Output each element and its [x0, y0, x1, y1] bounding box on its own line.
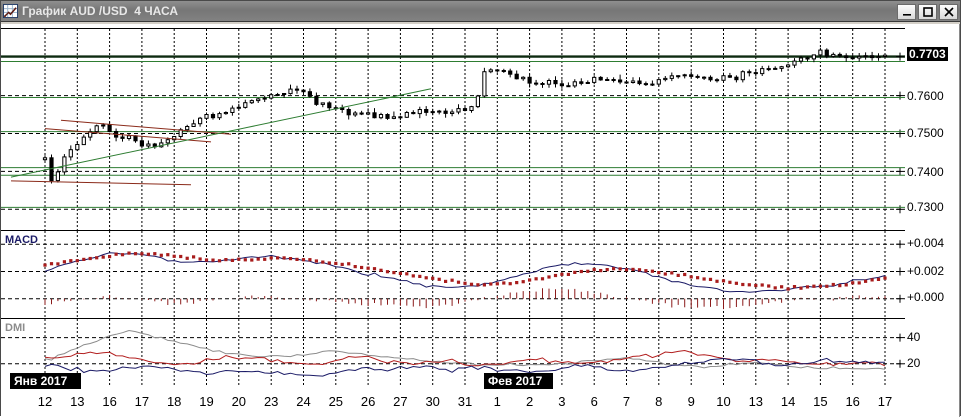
svg-text:DMI: DMI — [5, 322, 25, 334]
svg-text:MACD: MACD — [5, 234, 38, 246]
